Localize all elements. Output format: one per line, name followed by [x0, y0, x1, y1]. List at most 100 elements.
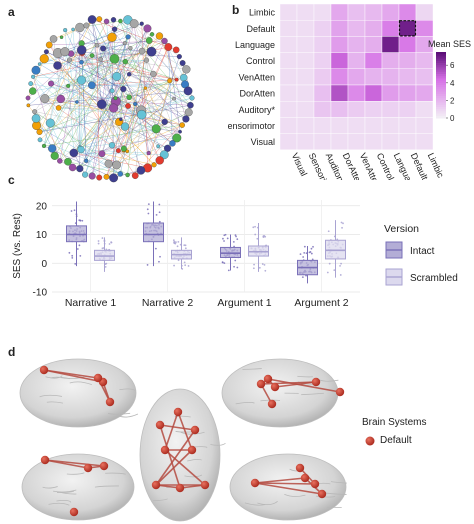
brain-node: [335, 387, 345, 397]
brain-node: [175, 483, 185, 493]
brain-node: [300, 473, 310, 483]
heatmap-cell: [347, 117, 366, 134]
network-edge: [146, 60, 157, 129]
network-edge: [124, 80, 170, 127]
brain-legend-item: Default: [380, 435, 412, 446]
network-node: [146, 46, 157, 57]
data-point: [342, 222, 344, 225]
colorbar-segment: [436, 56, 446, 60]
heatmap-cell: [313, 68, 332, 86]
network-node: [89, 53, 95, 58]
network-edge: [44, 98, 168, 149]
network-node: [159, 150, 169, 160]
network-node: [161, 37, 168, 45]
box-body: [143, 222, 164, 243]
heatmap-cell: [381, 100, 400, 118]
network-node: [36, 128, 43, 135]
brain-node: [155, 420, 165, 430]
network-node: [172, 133, 182, 143]
data-point: [301, 276, 304, 279]
network-node: [163, 144, 172, 152]
brain-surface: [19, 358, 137, 428]
network-node: [84, 158, 89, 163]
network-edge: [155, 56, 180, 129]
network-node: [145, 37, 153, 44]
network-edge: [73, 152, 86, 175]
network-node: [88, 172, 96, 180]
network-node: [107, 32, 117, 42]
panel-letter-c: c: [8, 173, 15, 187]
network-edge: [85, 143, 173, 175]
network-edge: [101, 153, 155, 166]
data-point: [340, 262, 342, 265]
colorbar-segment: [436, 76, 446, 79]
network-node: [109, 103, 119, 113]
data-point: [158, 203, 161, 206]
network-node: [183, 86, 193, 96]
brain-node: [93, 373, 103, 383]
brain-node: [69, 507, 79, 517]
network-node: [45, 41, 53, 49]
y-tick-label: -10: [33, 288, 48, 299]
network-edge: [168, 47, 173, 144]
network-node: [56, 94, 65, 104]
brain-node: [187, 445, 197, 455]
heatmap-cell: [347, 84, 366, 102]
network-edge: [123, 124, 183, 151]
connection-edge: [159, 424, 196, 431]
network-node: [63, 28, 68, 33]
data-point: [183, 261, 186, 264]
data-point: [71, 254, 74, 257]
data-point: [223, 262, 226, 265]
data-point: [234, 259, 237, 262]
network-edge: [111, 69, 187, 146]
y-tick-label: 0: [41, 259, 47, 270]
network-edge: [43, 80, 82, 147]
panel-letter-a: a: [8, 5, 15, 19]
network-node: [55, 105, 62, 111]
heatmap-cell: [415, 20, 434, 37]
brain-surface: [229, 453, 347, 521]
network-node: [98, 150, 106, 158]
heatmap-cell: [381, 3, 400, 21]
colorbar-segment: [436, 89, 446, 93]
network-edge: [73, 97, 130, 154]
network-node: [143, 24, 152, 33]
brain-node: [200, 480, 210, 490]
heatmap-cell: [296, 3, 315, 21]
network-node: [182, 65, 191, 74]
network-node: [169, 140, 176, 147]
heatmap-cell: [398, 84, 417, 102]
heatmap-cell: [381, 133, 400, 151]
heatmap-cell: [347, 133, 366, 151]
network-node: [187, 101, 194, 109]
heatmap-cell: [381, 84, 400, 102]
network-node: [48, 80, 55, 87]
network-edge: [44, 34, 153, 99]
data-point: [333, 269, 336, 272]
network-edge: [106, 40, 165, 177]
brain-sulcus: [316, 495, 336, 498]
heatmap-cell: [296, 68, 315, 86]
heatmap-cell: [398, 3, 417, 21]
colorbar-segment: [436, 109, 446, 112]
connection-edge: [254, 482, 316, 485]
heatmap-cell: [415, 3, 434, 21]
colorbar-segment: [436, 96, 446, 99]
heatmap-cell: [381, 68, 400, 86]
heatmap-cell: [398, 117, 417, 134]
network-edge: [84, 90, 189, 175]
network-node: [167, 78, 173, 84]
colorbar-segment: [436, 52, 446, 55]
connection-edge: [44, 459, 105, 467]
network-node: [156, 144, 160, 149]
network-node: [143, 57, 150, 63]
network-node: [67, 57, 73, 63]
colorbar-segment: [436, 91, 446, 95]
network-node: [49, 35, 58, 43]
network-node: [184, 108, 193, 117]
brain-sulcus: [94, 485, 119, 488]
network-edge: [43, 51, 66, 146]
network-node: [179, 122, 185, 128]
network-node: [96, 16, 103, 22]
